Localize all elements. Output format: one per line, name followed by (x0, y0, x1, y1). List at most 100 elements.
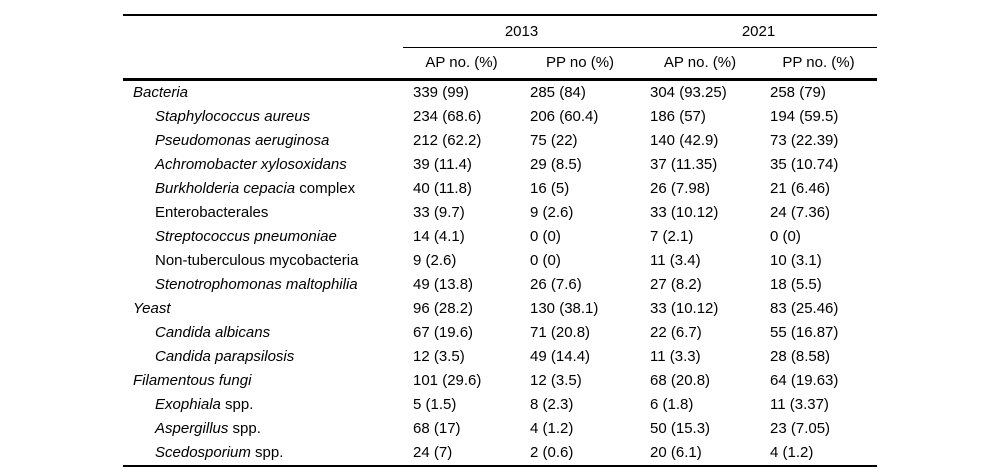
table-body: Bacteria 339 (99) 285 (84) 304 (93.25) 2… (123, 81, 877, 465)
value-cell: 96 (28.2) (413, 299, 474, 317)
table-row-bacteria: Bacteria 339 (99) 285 (84) 304 (93.25) 2… (123, 81, 877, 105)
value-cell: 186 (57) (650, 107, 706, 125)
table-row-aspergillus-spp: Aspergillus spp. 68 (17) 4 (1.2) 50 (15.… (123, 417, 877, 441)
col-header-pp-2013: PP no (%) (545, 54, 615, 72)
table-row-streptococcus-pneumoniae: Streptococcus pneumoniae 14 (4.1) 0 (0) … (123, 225, 877, 249)
value-cell: 285 (84) (530, 83, 586, 101)
value-cell: 37 (11.35) (650, 155, 718, 173)
value-cell: 11 (3.37) (770, 395, 829, 413)
table-row-non-tuberculous-mycobacteria: Non-tuberculous mycobacteria 9 (2.6) 0 (… (123, 249, 877, 273)
row-label: Pseudomonas aeruginosa (123, 129, 403, 153)
table-row-stenotrophomonas-maltophilia: Stenotrophomonas maltophilia 49 (13.8) 2… (123, 273, 877, 297)
value-cell: 40 (11.8) (413, 179, 472, 197)
value-cell: 212 (62.2) (413, 131, 482, 149)
table-row-achromobacter-xylosoxidans: Achromobacter xylosoxidans 39 (11.4) 29 … (123, 153, 877, 177)
row-label-italic: Scedosporium (155, 443, 251, 461)
col-header-ap-2021: AP no. (%) (663, 54, 737, 72)
value-cell: 68 (20.8) (650, 371, 711, 389)
row-label-regular: spp. (220, 395, 254, 413)
results-table: 2013 2021 AP no. (%) PP no (%) AP no. (%… (123, 14, 877, 467)
value-cell: 24 (7) (413, 443, 453, 461)
value-cell: 33 (9.7) (413, 203, 465, 221)
value-cell: 8 (2.3) (530, 395, 574, 413)
value-cell: 24 (7.36) (770, 203, 831, 221)
row-label-italic: Candida parapsilosis (155, 347, 295, 365)
year-header-2013: 2013 (504, 22, 539, 40)
value-cell: 71 (20.8) (530, 323, 591, 341)
row-label-italic: Streptococcus pneumoniae (155, 227, 337, 245)
row-label: Non-tuberculous mycobacteria (123, 249, 403, 273)
value-cell: 206 (60.4) (530, 107, 599, 125)
year-header-row: 2013 2021 (123, 16, 877, 47)
value-cell: 0 (0) (530, 227, 561, 245)
row-label-italic: Staphylococcus aureus (155, 107, 311, 125)
row-label: Staphylococcus aureus (123, 105, 403, 129)
empty-header-cell (123, 48, 403, 78)
value-cell: 304 (93.25) (650, 83, 727, 101)
row-label-italic: Filamentous fungi (133, 371, 252, 389)
value-cell: 339 (99) (413, 83, 469, 101)
row-label-regular: spp. (250, 443, 284, 461)
value-cell: 9 (2.6) (413, 251, 457, 269)
value-cell: 4 (1.2) (770, 443, 814, 461)
value-cell: 11 (3.4) (650, 251, 701, 269)
row-label: Candida parapsilosis (123, 345, 403, 369)
col-header-ap-2013: AP no. (%) (425, 54, 498, 72)
table-row-candida-albicans: Candida albicans 67 (19.6) 71 (20.8) 22 … (123, 321, 877, 345)
value-cell: 75 (22) (530, 131, 578, 149)
value-cell: 2 (0.6) (530, 443, 574, 461)
table-row-staphylococcus-aureus: Staphylococcus aureus 234 (68.6) 206 (60… (123, 105, 877, 129)
row-label-italic: Yeast (133, 299, 171, 317)
value-cell: 0 (0) (770, 227, 801, 245)
value-cell: 28 (8.58) (770, 347, 831, 365)
row-label: Achromobacter xylosoxidans (123, 153, 403, 177)
value-cell: 18 (5.5) (770, 275, 822, 293)
value-cell: 101 (29.6) (413, 371, 482, 389)
value-cell: 10 (3.1) (770, 251, 822, 269)
value-cell: 6 (1.8) (650, 395, 694, 413)
row-label: Burkholderia cepacia complex (123, 177, 403, 201)
table-row-scedosporium-spp: Scedosporium spp. 24 (7) 2 (0.6) 20 (6.1… (123, 441, 877, 465)
row-label: Bacteria (123, 81, 403, 105)
value-cell: 194 (59.5) (770, 107, 839, 125)
value-cell: 67 (19.6) (413, 323, 474, 341)
value-cell: 21 (6.46) (770, 179, 831, 197)
col-header-pp-2021: PP no. (%) (782, 54, 855, 72)
value-cell: 55 (16.87) (770, 323, 839, 341)
value-cell: 73 (22.39) (770, 131, 839, 149)
value-cell: 33 (10.12) (650, 299, 719, 317)
row-label-italic: Candida albicans (155, 323, 271, 341)
value-cell: 4 (1.2) (530, 419, 574, 437)
value-cell: 7 (2.1) (650, 227, 694, 245)
value-cell: 9 (2.6) (530, 203, 574, 221)
value-cell: 12 (3.5) (530, 371, 582, 389)
row-label-regular: Enterobacterales (155, 203, 269, 221)
value-cell: 258 (79) (770, 83, 826, 101)
value-cell: 49 (14.4) (530, 347, 591, 365)
row-label: Stenotrophomonas maltophilia (123, 273, 403, 297)
row-label: Enterobacterales (123, 201, 403, 225)
table-row-burkholderia-cepacia-complex: Burkholderia cepacia complex 40 (11.8) 1… (123, 177, 877, 201)
year-header-2021: 2021 (741, 22, 776, 40)
value-cell: 49 (13.8) (413, 275, 474, 293)
table-row-yeast: Yeast 96 (28.2) 130 (38.1) 33 (10.12) 83… (123, 297, 877, 321)
row-label-italic: Burkholderia cepacia (155, 179, 296, 197)
row-label-regular: spp. (228, 419, 261, 437)
value-cell: 39 (11.4) (413, 155, 472, 173)
row-label-italic: Stenotrophomonas maltophilia (155, 275, 358, 293)
value-cell: 27 (8.2) (650, 275, 702, 293)
row-label-regular: complex (295, 179, 356, 197)
row-label: Streptococcus pneumoniae (123, 225, 403, 249)
value-cell: 64 (19.63) (770, 371, 839, 389)
value-cell: 23 (7.05) (770, 419, 831, 437)
value-cell: 33 (10.12) (650, 203, 719, 221)
value-cell: 50 (15.3) (650, 419, 711, 437)
row-label-italic: Pseudomonas aeruginosa (155, 131, 330, 149)
row-label: Candida albicans (123, 321, 403, 345)
value-cell: 26 (7.98) (650, 179, 711, 197)
row-label-italic: Bacteria (133, 83, 189, 101)
row-label-italic: Exophiala (155, 395, 221, 413)
table-row-filamentous-fungi: Filamentous fungi 101 (29.6) 12 (3.5) 68… (123, 369, 877, 393)
value-cell: 20 (6.1) (650, 443, 702, 461)
value-cell: 234 (68.6) (413, 107, 482, 125)
